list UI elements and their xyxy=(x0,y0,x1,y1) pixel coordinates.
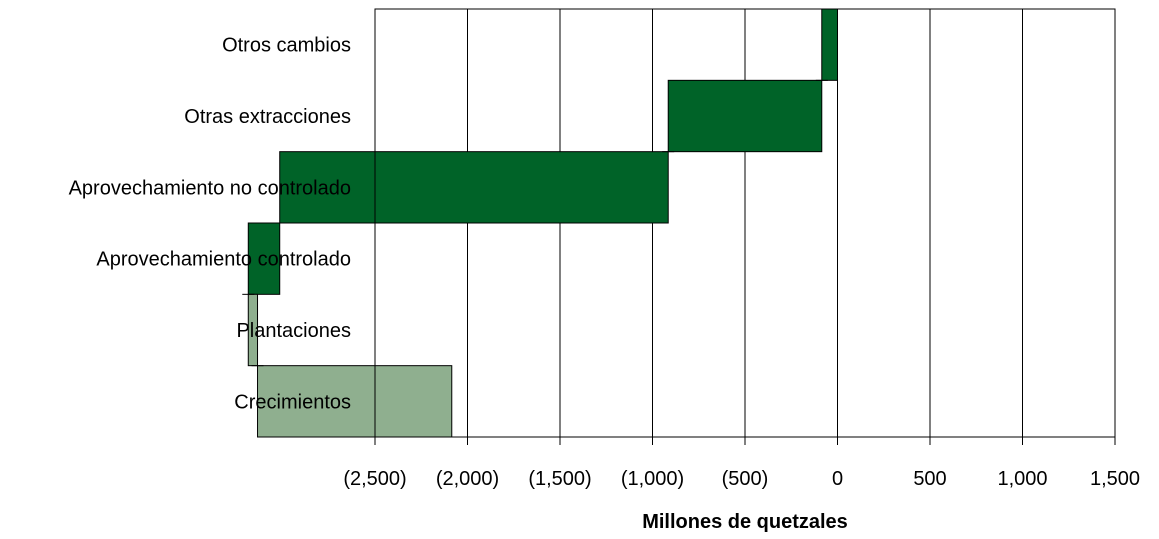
category-label: Otros cambios xyxy=(222,35,351,57)
x-axis-title: Millones de quetzales xyxy=(642,511,848,533)
x-tick-label: 500 xyxy=(913,468,946,490)
category-label: Plantaciones xyxy=(236,320,351,342)
bars xyxy=(247,8,839,438)
x-tick-label: (2,500) xyxy=(343,468,406,490)
bar xyxy=(279,151,669,224)
x-tick-label: 0 xyxy=(832,468,843,490)
bar xyxy=(821,8,839,81)
x-tick-label: (1,000) xyxy=(621,468,684,490)
category-label: Aprovechamiento controlado xyxy=(96,249,351,271)
category-label: Otras extracciones xyxy=(184,106,351,128)
category-label: Aprovechamiento no controlado xyxy=(69,177,351,199)
x-tick-label: (1,500) xyxy=(528,468,591,490)
x-tick-label: 1,000 xyxy=(997,468,1047,490)
connectors xyxy=(242,79,828,367)
x-tick-label: (500) xyxy=(722,468,769,490)
bar xyxy=(257,365,453,438)
bar xyxy=(667,79,823,153)
x-tick-label: (2,000) xyxy=(436,468,499,490)
axes xyxy=(374,8,1116,445)
bar xyxy=(247,222,281,295)
x-tick-label: 1,500 xyxy=(1090,468,1140,490)
category-label: Crecimientos xyxy=(234,391,351,413)
labels: (2,500) (2,000) (1,500) (1,000) (500) 0 500 1,0… xyxy=(69,35,1140,490)
